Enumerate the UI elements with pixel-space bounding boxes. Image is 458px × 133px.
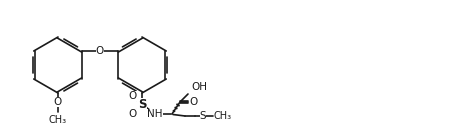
Text: O: O xyxy=(129,91,137,101)
Text: O: O xyxy=(54,97,62,107)
Text: O: O xyxy=(189,97,197,107)
Text: NH: NH xyxy=(147,109,163,119)
Text: O: O xyxy=(129,109,137,119)
Text: OH: OH xyxy=(191,82,207,92)
Text: O: O xyxy=(96,46,104,56)
Text: CH₃: CH₃ xyxy=(214,111,232,121)
Text: S: S xyxy=(138,99,146,111)
Text: CH₃: CH₃ xyxy=(49,115,67,125)
Text: S: S xyxy=(200,111,206,121)
